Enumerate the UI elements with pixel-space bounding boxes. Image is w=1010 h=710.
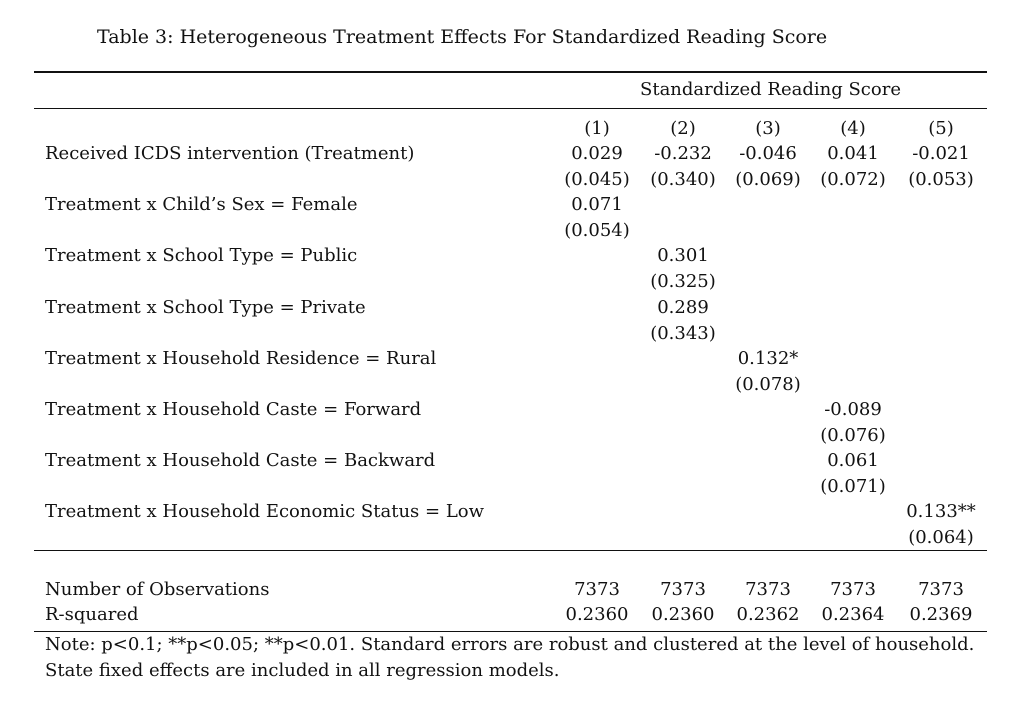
- column-header: (2): [670, 118, 696, 139]
- stat-value: 7373: [574, 579, 620, 600]
- std-error-cell: (0.343): [650, 322, 716, 344]
- coefficient-cell: 0.071: [571, 194, 623, 216]
- table-note: Note: p<0.1; **p<0.05; **p<0.01. Standar…: [45, 632, 985, 684]
- note-line-2: State fixed effects are included in all …: [45, 660, 560, 681]
- bottom-rule: [34, 631, 987, 632]
- std-error-cell: (0.340): [650, 169, 716, 190]
- std-error-cell: (0.054): [564, 220, 630, 242]
- stat-value: 0.2360: [565, 604, 629, 625]
- row-label: Received ICDS intervention (Treatment): [45, 143, 415, 164]
- std-error-cell: (0.071): [820, 476, 886, 498]
- stat-value: 7373: [918, 579, 964, 600]
- row-label: Treatment x Household Caste = Forward: [45, 399, 422, 420]
- stat-value: 7373: [830, 579, 876, 600]
- stat-value: 0.2369: [909, 604, 973, 625]
- coefficient-cell: -0.021: [912, 143, 970, 164]
- std-error-cell: (0.076): [820, 425, 886, 446]
- stat-value: 0.2362: [736, 604, 800, 625]
- coefficient-cell: 0.289: [657, 296, 709, 318]
- column-header: (5): [928, 118, 954, 139]
- column-header: (4): [840, 118, 866, 139]
- row-label: Treatment x School Type = Public: [45, 245, 358, 267]
- std-error-cell: (0.078): [735, 373, 801, 395]
- std-error-cell: (0.064): [908, 527, 974, 549]
- coefficient-cell: 0.301: [657, 245, 709, 267]
- stat-label: Number of Observations: [45, 579, 270, 600]
- note-line-1: Note: p<0.1; **p<0.05; **p<0.01. Standar…: [45, 634, 975, 655]
- std-error-cell: (0.045): [564, 169, 630, 190]
- row-label: Treatment x School Type = Private: [45, 296, 366, 318]
- row-label: Treatment x Child’s Sex = Female: [45, 194, 358, 216]
- std-error-cell: (0.325): [650, 271, 716, 293]
- coefficient-cell: 0.041: [827, 143, 879, 164]
- coefficient-cell: 0.029: [571, 143, 623, 164]
- std-error-cell: (0.053): [908, 169, 974, 190]
- row-label: Treatment x Household Caste = Backward: [45, 450, 436, 472]
- mid-rule: [34, 550, 987, 551]
- coefficient-cell: -0.232: [654, 143, 712, 164]
- coefficient-cell: 0.061: [827, 450, 879, 472]
- stat-value: 0.2364: [821, 604, 885, 625]
- stat-value: 0.2360: [651, 604, 715, 625]
- header-rule: [34, 108, 987, 109]
- coefficient-cell: -0.089: [824, 399, 882, 420]
- row-label: Treatment x Household Residence = Rural: [45, 347, 437, 369]
- stat-label: R-squared: [45, 604, 139, 625]
- std-error-cell: (0.072): [820, 169, 886, 190]
- row-label: Treatment x Household Economic Status = …: [45, 501, 485, 523]
- stat-value: 7373: [745, 579, 791, 600]
- column-header: (3): [755, 118, 781, 139]
- std-error-cell: (0.069): [735, 169, 801, 190]
- coefficient-cell: -0.046: [739, 143, 797, 164]
- header-group-label: Standardized Reading Score: [640, 79, 901, 100]
- coefficient-cell: 0.132*: [737, 347, 799, 369]
- column-header: (1): [584, 118, 610, 139]
- top-rule: [34, 71, 987, 73]
- table-caption: Table 3: Heterogeneous Treatment Effects…: [97, 26, 828, 48]
- coefficient-cell: 0.133**: [906, 501, 976, 523]
- stat-value: 7373: [660, 579, 706, 600]
